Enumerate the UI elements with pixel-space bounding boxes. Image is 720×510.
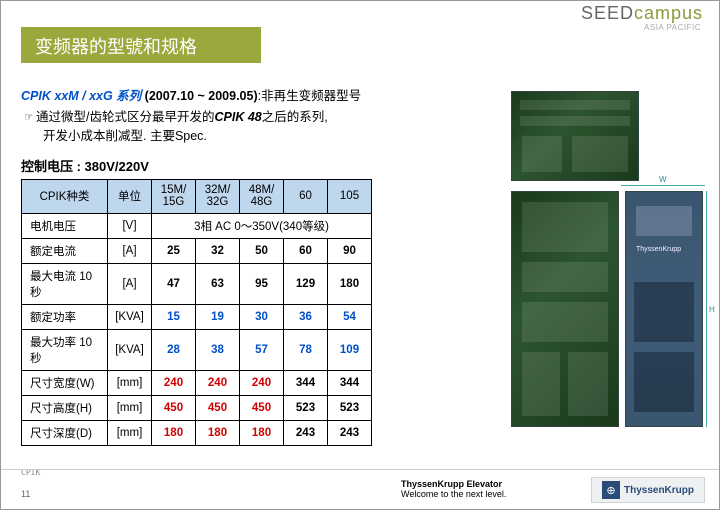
table-header: CPIK种类 [22, 179, 108, 213]
pcb-image-1 [511, 91, 639, 181]
row-value: 450 [152, 395, 196, 420]
row-value: 180 [152, 420, 196, 445]
product-images: W W1 ThyssenKrupp H [511, 91, 707, 431]
series-dates: (2007.10 ~ 2009.05) [145, 89, 258, 103]
row-value: 63 [196, 263, 240, 304]
row-value: 25 [152, 238, 196, 263]
table-header: 32M/32G [196, 179, 240, 213]
table-header: 48M/48G [240, 179, 284, 213]
logo-subtitle: ASIA PACIFIC [644, 23, 701, 32]
row-label: 额定功率 [22, 304, 108, 329]
logo-right: campus [634, 3, 703, 23]
pcb-brand-label: ThyssenKrupp [636, 246, 681, 253]
row-label: 电机电压 [22, 213, 108, 238]
row-unit: [KVA] [108, 304, 152, 329]
row-value: 243 [328, 420, 372, 445]
row-value: 180 [196, 420, 240, 445]
logo-text: ThyssenKrupp [624, 485, 694, 496]
row-value: 450 [240, 395, 284, 420]
row-value: 50 [240, 238, 284, 263]
table-row: 最大功率 10秒[KVA]28385778109 [22, 329, 372, 370]
brand-logo: SEEDcampus [581, 3, 703, 24]
bullet-text-1: 通过微型/齿轮式区分最早开发的 [36, 110, 214, 124]
row-value: 32 [196, 238, 240, 263]
row-label: 尺寸宽度(W) [22, 370, 108, 395]
logo-left: SEED [581, 3, 634, 23]
row-value: 240 [152, 370, 196, 395]
footer-company: ThyssenKrupp Elevator Welcome to the nex… [401, 479, 506, 499]
footer: 11 ThyssenKrupp Elevator Welcome to the … [1, 469, 719, 509]
series-name: CPIK xxM / xxG 系列 [21, 89, 141, 103]
row-label: 尺寸高度(H) [22, 395, 108, 420]
series-note: :非再生变频器型号 [258, 89, 361, 103]
row-value: 28 [152, 329, 196, 370]
spec-table: CPIK种类单位15M/15G32M/32G48M/48G60105电机电压[V… [21, 179, 372, 446]
row-unit: [mm] [108, 395, 152, 420]
dim-w: W [659, 175, 667, 184]
row-unit: [A] [108, 238, 152, 263]
table-row: 额定功率[KVA]1519303654 [22, 304, 372, 329]
table-row: 尺寸宽度(W)[mm]240240240344344 [22, 370, 372, 395]
row-value: 450 [196, 395, 240, 420]
row-value: 180 [328, 263, 372, 304]
row-value: 78 [284, 329, 328, 370]
table-row: 尺寸深度(D)[mm]180180180243243 [22, 420, 372, 445]
pcb-image-2 [511, 191, 619, 427]
footer-company-name: ThyssenKrupp Elevator [401, 479, 506, 489]
row-value: 38 [196, 329, 240, 370]
thyssenkrupp-logo: ⊕ ThyssenKrupp [591, 477, 705, 503]
row-unit: [V] [108, 213, 152, 238]
table-header: 单位 [108, 179, 152, 213]
row-value: 344 [284, 370, 328, 395]
table-row: 额定电流[A]2532506090 [22, 238, 372, 263]
row-span-value: 3相 AC 0～350V(340等级) [152, 213, 372, 238]
row-unit: [A] [108, 263, 152, 304]
row-unit: [mm] [108, 370, 152, 395]
row-value: 240 [240, 370, 284, 395]
row-value: 95 [240, 263, 284, 304]
row-label: 最大功率 10秒 [22, 329, 108, 370]
row-value: 54 [328, 304, 372, 329]
row-value: 36 [284, 304, 328, 329]
row-value: 180 [240, 420, 284, 445]
row-value: 523 [284, 395, 328, 420]
row-value: 15 [152, 304, 196, 329]
row-value: 523 [328, 395, 372, 420]
row-value: 30 [240, 304, 284, 329]
row-value: 129 [284, 263, 328, 304]
table-header: 60 [284, 179, 328, 213]
row-unit: [mm] [108, 420, 152, 445]
bullet-arrow-icon: ☞ [25, 109, 33, 124]
row-value: 90 [328, 238, 372, 263]
row-value: 57 [240, 329, 284, 370]
page-title: 变频器的型號和规格 [21, 27, 261, 63]
row-value: 47 [152, 263, 196, 304]
table-row: 尺寸高度(H)[mm]450450450523523 [22, 395, 372, 420]
row-value: 19 [196, 304, 240, 329]
row-label: 额定电流 [22, 238, 108, 263]
page-number: 11 [21, 489, 30, 499]
row-unit: [KVA] [108, 329, 152, 370]
row-label: 最大电流 10秒 [22, 263, 108, 304]
cpik48-label: CPIK 48 [215, 110, 262, 124]
row-value: 240 [196, 370, 240, 395]
row-value: 243 [284, 420, 328, 445]
row-value: 344 [328, 370, 372, 395]
dim-h: H [709, 305, 715, 314]
row-value: 109 [328, 329, 372, 370]
table-row: 电机电压[V]3相 AC 0～350V(340等级) [22, 213, 372, 238]
logo-icon: ⊕ [602, 481, 620, 499]
row-label: 尺寸深度(D) [22, 420, 108, 445]
row-value: 60 [284, 238, 328, 263]
bullet-text-1b: 之后的系列, [262, 110, 328, 124]
footer-tagline: Welcome to the next level. [401, 489, 506, 499]
pcb-image-3: ThyssenKrupp [625, 191, 703, 427]
table-header: 15M/15G [152, 179, 196, 213]
table-header: 105 [328, 179, 372, 213]
table-row: 最大电流 10秒[A]476395129180 [22, 263, 372, 304]
